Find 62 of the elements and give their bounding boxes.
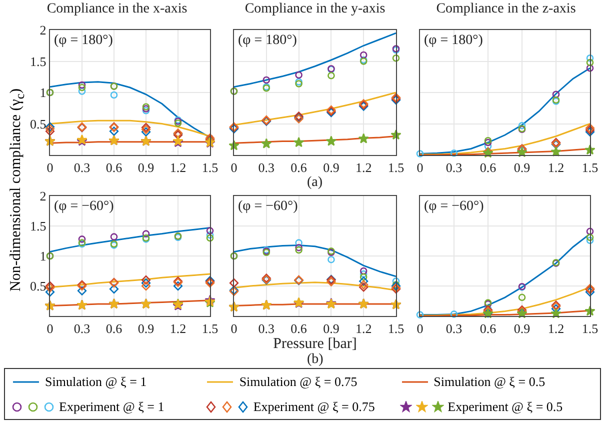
x-tick-label: 0.9 [514, 160, 530, 175]
x-tick-label: 0.6 [290, 320, 308, 336]
x-tick-label: 1.2 [355, 320, 372, 336]
annotation: (φ = −60°) [238, 199, 298, 214]
legend-label: Experiment @ ξ = 0.5 [448, 398, 563, 414]
x-tick-label: 0.6 [106, 160, 123, 175]
x-tick-label: 0.3 [74, 160, 90, 175]
annotation: (φ = −60°) [424, 199, 484, 214]
x-tick-label: 1.2 [548, 160, 564, 175]
x-tick-label: 1.5 [388, 160, 404, 175]
legend-label: Simulation @ ξ = 1 [45, 374, 147, 390]
x-tick-label: 0.6 [480, 320, 497, 336]
annotation: (φ = 180°) [238, 33, 298, 48]
y-tick-label: 2 [40, 22, 46, 38]
x-tick-label: 1.2 [170, 320, 186, 336]
y-tick-label: 0.5 [30, 278, 46, 294]
annotation: (φ = −60°) [54, 199, 114, 214]
x-tick-label: 0 [230, 320, 238, 336]
y-tick-label: 0.5 [30, 116, 46, 132]
x-tick-label: 1.5 [582, 320, 598, 336]
chart-title: Compliance in the x-axis [46, 2, 188, 17]
legend-label: Experiment @ ξ = 1 [59, 398, 164, 414]
x-tick-label: 0.6 [480, 160, 497, 175]
x-axis-title: Pressure [bar] [273, 336, 357, 352]
x-tick-label: 1.5 [202, 320, 218, 336]
x-tick-label: 0.3 [258, 320, 275, 336]
x-tick-label: 0 [416, 160, 424, 175]
x-tick-label: 0.9 [138, 160, 154, 175]
x-tick-label: 0 [416, 320, 424, 336]
x-tick-label: 0.9 [514, 320, 530, 336]
x-tick-label: 0.3 [446, 160, 462, 175]
x-tick-label: 1.2 [355, 160, 372, 175]
x-tick-label: 1.5 [582, 160, 598, 175]
legend-label: Simulation @ ξ = 0.75 [239, 374, 358, 390]
x-tick-label: 1.5 [388, 320, 404, 336]
y-tick-label: 2 [40, 188, 46, 204]
x-tick-label: 0 [46, 320, 54, 336]
chart-title: Compliance in the z-axis [436, 2, 576, 17]
x-tick-label: 0 [230, 160, 238, 175]
x-tick-label: 0.9 [323, 320, 340, 336]
x-tick-label: 0.3 [446, 320, 462, 336]
x-tick-label: 0.9 [138, 320, 154, 336]
x-tick-label: 0.6 [106, 320, 123, 336]
annotation: (φ = 180°) [424, 33, 484, 48]
x-tick-label: 1.2 [170, 160, 186, 175]
annotation: (φ = 180°) [54, 33, 114, 48]
x-tick-label: 0.6 [290, 160, 308, 175]
x-tick-label: 0.3 [74, 320, 90, 336]
x-tick-label: 0 [46, 160, 54, 175]
x-tick-label: 0.3 [258, 160, 275, 175]
legend-label: Experiment @ ξ = 0.75 [253, 398, 375, 414]
x-tick-label: 1.5 [202, 160, 218, 175]
x-tick-label: 0.9 [323, 160, 340, 175]
x-tick-label: 1.2 [548, 320, 564, 336]
legend-label: Simulation @ ξ = 0.5 [434, 374, 546, 390]
y-tick-label: 1.5 [30, 54, 46, 69]
text: (a) [307, 175, 323, 190]
y-tick-label: 1.5 [30, 218, 46, 234]
chart-title: Compliance in the y-axis [244, 2, 386, 17]
text: (b) [307, 352, 324, 367]
y-tick-label: 1 [40, 85, 46, 100]
y-tick-label: 1 [40, 248, 46, 264]
